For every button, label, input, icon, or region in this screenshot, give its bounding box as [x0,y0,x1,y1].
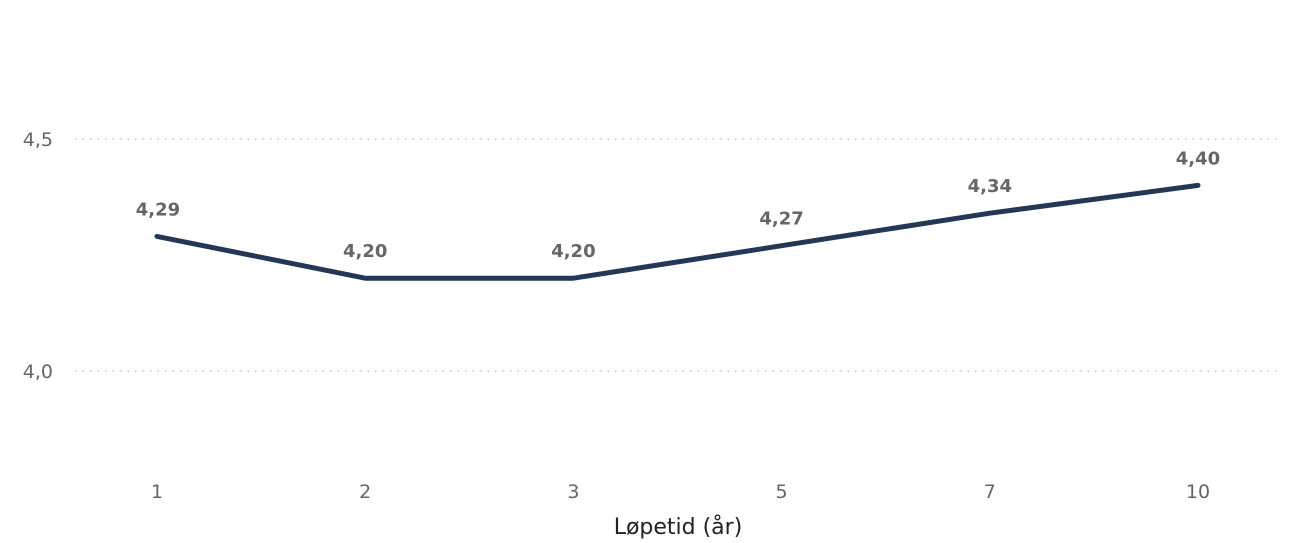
x-tick-label: 2 [359,481,371,503]
x-axis-ticks: 1 2 3 5 7 10 [151,481,1210,503]
y-axis-ticks: 4,0 4,5 [23,129,53,383]
x-tick-label: 5 [776,481,788,503]
data-label: 4,20 [343,241,387,262]
x-tick-label: 10 [1186,481,1210,503]
data-label: 4,27 [759,209,803,230]
grid-lines [75,138,1277,372]
data-label: 4,34 [968,176,1012,197]
y-tick-label: 4,0 [23,361,53,383]
x-tick-label: 3 [567,481,579,503]
x-axis-title: Løpetid (år) [614,514,743,540]
series-layer [154,182,1201,281]
data-label: 4,40 [1176,148,1220,169]
data-label: 4,20 [551,241,595,262]
x-tick-label: 1 [151,481,163,503]
x-tick-label: 7 [984,481,996,503]
series-line [154,182,1201,281]
y-tick-label: 4,5 [23,129,53,151]
data-label: 4,29 [136,199,180,220]
data-labels: 4,29 4,20 4,20 4,27 4,34 4,40 [136,148,1220,262]
